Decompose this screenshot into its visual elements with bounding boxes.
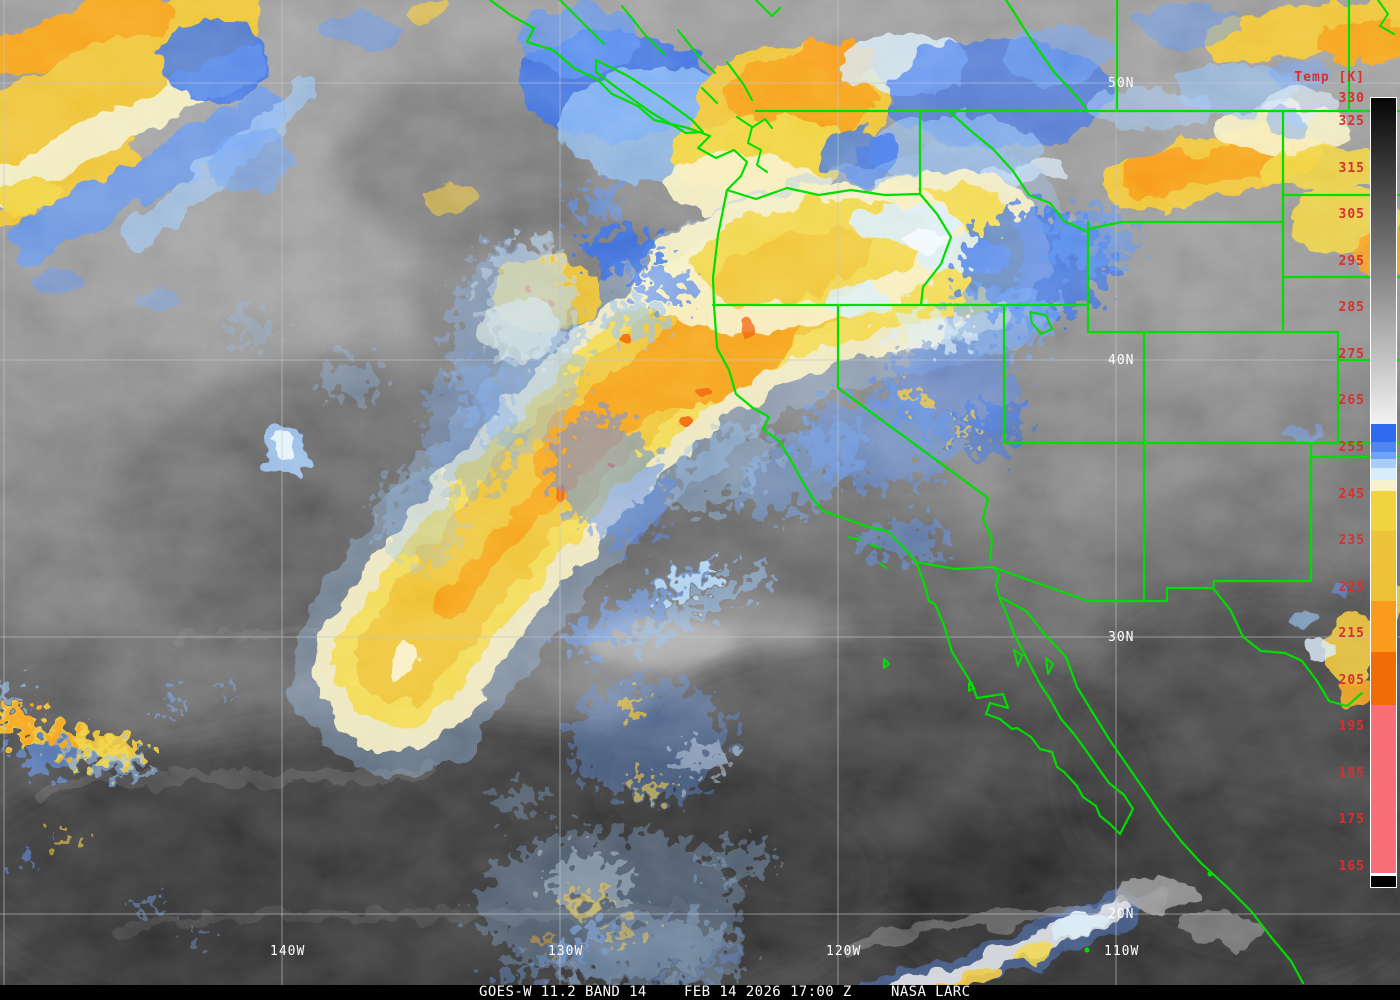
colorbar-tick-label: 205 xyxy=(1338,672,1365,688)
island-marker-2 xyxy=(1207,871,1213,877)
colorbar-segment xyxy=(1371,530,1396,564)
channel-islands xyxy=(847,536,882,549)
newmexico-texas-border xyxy=(1211,441,1313,590)
colorbar-tick-label: 225 xyxy=(1338,579,1365,595)
gulf-islands xyxy=(879,562,1054,692)
colorbar-tick-label: 245 xyxy=(1338,486,1365,502)
colorbar-tick-label: 185 xyxy=(1338,765,1365,781)
colorbar-segment xyxy=(1371,458,1396,468)
washington-oregon-border xyxy=(725,186,922,201)
colorbar-tick-label: 215 xyxy=(1338,626,1365,642)
colorbar-segment xyxy=(1371,705,1396,874)
colorbar-tick-label: 295 xyxy=(1338,253,1365,269)
bc-alberta-border xyxy=(1004,0,1090,113)
oregon-idaho-border xyxy=(918,192,953,307)
colorbar-tick-label: 285 xyxy=(1338,300,1365,316)
pacific-coastline xyxy=(488,0,918,564)
manitoba-lakes xyxy=(1377,0,1395,35)
vancouver-island xyxy=(594,58,705,135)
colorbar-segment xyxy=(1371,479,1396,492)
baja-california-east-coast xyxy=(991,565,1135,836)
colorbar-tick-label: 305 xyxy=(1338,207,1365,223)
us-mexico-border xyxy=(914,560,1215,603)
colorbar-segment xyxy=(1371,98,1396,424)
colorbar-segment xyxy=(1371,451,1396,459)
rio-grande xyxy=(1211,586,1364,708)
colorbar-tick-label: 235 xyxy=(1338,533,1365,549)
california-nevada-border xyxy=(836,303,994,562)
colorbar-segment xyxy=(1371,563,1396,601)
colorbar-tick-label: 325 xyxy=(1338,114,1365,130)
sonora-sinaloa-coastline xyxy=(1000,596,1305,985)
colorbar-segment xyxy=(1371,467,1396,480)
colorbar-segment xyxy=(1371,423,1396,443)
credit-caption: NASA LARC xyxy=(891,984,971,1000)
idaho-montana-border xyxy=(947,109,1090,307)
map-borders xyxy=(488,0,1400,985)
satellite-caption: GOES-W 11.2 BAND 14 xyxy=(479,984,647,1000)
temperature-colorbar xyxy=(1370,97,1397,888)
puget-sound xyxy=(736,116,773,173)
colorbar-tick-label: 195 xyxy=(1338,719,1365,735)
colorbar-segment xyxy=(1371,442,1396,452)
bc-fjords xyxy=(559,0,781,104)
colorbar-tick-label: 275 xyxy=(1338,346,1365,362)
colorbar-tick-label: 265 xyxy=(1338,393,1365,409)
datetime-caption: FEB 14 2026 17:00 Z xyxy=(684,984,852,1000)
montana-wyoming-border xyxy=(1086,220,1285,231)
colorbar-tick-label: 255 xyxy=(1338,439,1365,455)
island-marker-1 xyxy=(1084,947,1090,953)
colorbar-title: Temp [K] xyxy=(1294,70,1365,85)
colorbar-segment xyxy=(1371,491,1396,531)
great-salt-lake xyxy=(1029,311,1053,335)
baja-california-west-coast xyxy=(914,560,1122,836)
colorbar-footer-segment xyxy=(1371,876,1396,886)
colorbar-segment xyxy=(1371,600,1396,652)
colorbar-tick-label: 175 xyxy=(1338,812,1365,828)
colorbar-tick-label: 165 xyxy=(1338,858,1365,874)
colorbar-tick-label: 330 xyxy=(1338,91,1365,106)
colorbar-footer-segment xyxy=(1371,873,1396,877)
colorbar-segment xyxy=(1371,651,1396,706)
caption-bar: GOES-W 11.2 BAND 14 FEB 14 2026 17:00 Z NA… xyxy=(0,985,1400,1000)
colorbar-tick-label: 315 xyxy=(1338,160,1365,176)
